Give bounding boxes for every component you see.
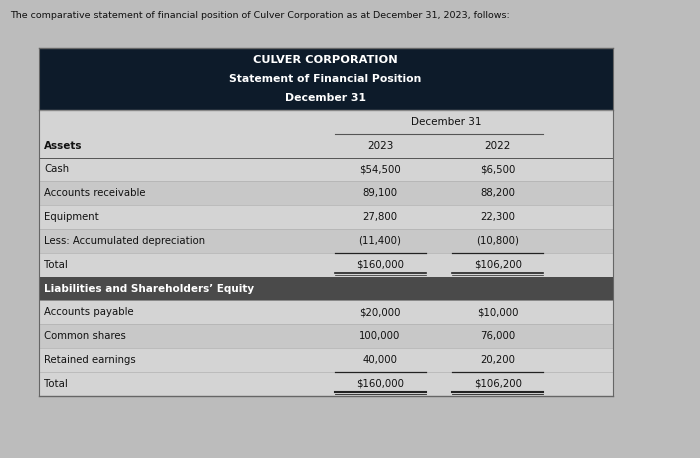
Text: December 31: December 31 <box>411 117 481 127</box>
Text: Statement of Financial Position: Statement of Financial Position <box>230 74 421 84</box>
Text: $6,500: $6,500 <box>480 164 515 174</box>
Text: Common shares: Common shares <box>44 331 126 341</box>
Text: $160,000: $160,000 <box>356 379 404 389</box>
Text: (10,800): (10,800) <box>476 236 519 246</box>
Text: 100,000: 100,000 <box>359 331 400 341</box>
Text: 2022: 2022 <box>484 141 511 151</box>
Text: $160,000: $160,000 <box>356 260 404 270</box>
Text: 88,200: 88,200 <box>480 188 515 198</box>
Text: (11,400): (11,400) <box>358 236 402 246</box>
Text: Less: Accumulated depreciation: Less: Accumulated depreciation <box>44 236 205 246</box>
Text: $54,500: $54,500 <box>359 164 401 174</box>
Text: 76,000: 76,000 <box>480 331 515 341</box>
Text: Total: Total <box>44 260 68 270</box>
Text: Liabilities and Shareholders’ Equity: Liabilities and Shareholders’ Equity <box>44 284 254 294</box>
Text: CULVER CORPORATION: CULVER CORPORATION <box>253 55 398 65</box>
Text: Assets: Assets <box>44 141 83 151</box>
Text: Retained earnings: Retained earnings <box>44 355 136 365</box>
Text: Accounts receivable: Accounts receivable <box>44 188 146 198</box>
Text: The comparative statement of financial position of Culver Corporation as at Dece: The comparative statement of financial p… <box>10 11 510 21</box>
Text: 20,200: 20,200 <box>480 355 515 365</box>
Text: $106,200: $106,200 <box>474 379 522 389</box>
Text: 22,300: 22,300 <box>480 212 515 222</box>
Text: 40,000: 40,000 <box>363 355 398 365</box>
Text: Cash: Cash <box>44 164 69 174</box>
Text: 27,800: 27,800 <box>363 212 398 222</box>
Text: 89,100: 89,100 <box>363 188 398 198</box>
Text: Accounts payable: Accounts payable <box>44 307 134 317</box>
Text: Total: Total <box>44 379 68 389</box>
Text: $20,000: $20,000 <box>359 307 401 317</box>
Text: Equipment: Equipment <box>44 212 99 222</box>
Text: $106,200: $106,200 <box>474 260 522 270</box>
Text: $10,000: $10,000 <box>477 307 519 317</box>
Text: December 31: December 31 <box>285 93 366 103</box>
Text: 2023: 2023 <box>367 141 393 151</box>
